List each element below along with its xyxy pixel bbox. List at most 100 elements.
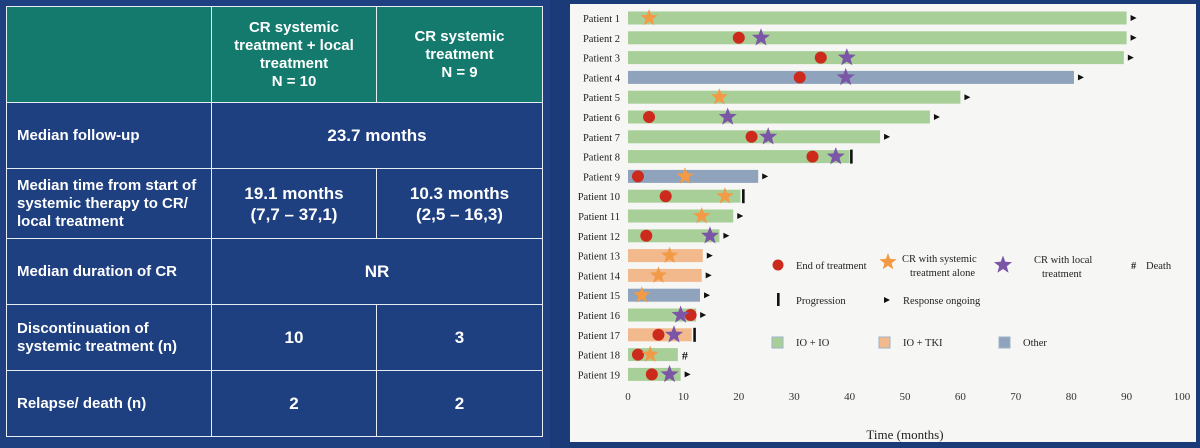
- patient-label: Patient 16: [578, 311, 620, 322]
- table-row: Median duration of CR NR: [6, 238, 543, 305]
- legend-group-label: Other: [1023, 338, 1047, 349]
- value-cell: 2: [211, 370, 377, 437]
- summary-panel: CR systemic treatment + local treatment …: [0, 0, 550, 448]
- cr-systemic-star: [641, 345, 659, 362]
- cr-systemic-star: [710, 88, 728, 105]
- response-ongoing-arrow: [704, 292, 711, 299]
- legend-progression-label: Progression: [796, 296, 846, 307]
- end-of-treatment-marker: [652, 328, 665, 341]
- response-ongoing-arrow: [723, 232, 730, 239]
- value-cell: 2: [376, 370, 543, 437]
- x-axis-label: Time (months): [866, 427, 943, 442]
- legend-group-label: IO + IO: [796, 338, 830, 349]
- row-label: Median duration of CR: [6, 238, 212, 305]
- legend-cr-systemic-label: treatment alone: [910, 268, 975, 279]
- patient-label: Patient 1: [583, 14, 620, 25]
- cr-systemic-star: [640, 9, 658, 26]
- header-line: N = 10: [271, 72, 317, 90]
- merged-value: NR: [211, 238, 543, 305]
- response-ongoing-arrow: [700, 312, 707, 318]
- legend-cr-systemic-star: [879, 253, 897, 270]
- patient-bar: [628, 31, 1127, 45]
- patient-label: Patient 11: [578, 212, 620, 223]
- x-tick-label: 70: [1010, 391, 1022, 403]
- x-tick-label: 20: [733, 391, 745, 403]
- cr-local-star: [664, 325, 683, 343]
- legend-cr-local-star: [994, 255, 1012, 273]
- response-ongoing-arrow: [1077, 74, 1084, 81]
- end-of-treatment-marker: [659, 190, 672, 203]
- patient-bar: [628, 189, 741, 203]
- row-label: Relapse/ death (n): [6, 370, 212, 437]
- patient-label: Patient 3: [583, 54, 620, 65]
- header-line: CR systemic: [414, 27, 505, 45]
- response-ongoing-arrow: [684, 371, 691, 378]
- row-label-line: Median time from start of: [17, 176, 197, 194]
- end-of-treatment-marker: [645, 368, 658, 381]
- x-tick-label: 60: [955, 391, 967, 403]
- response-ongoing-arrow: [884, 133, 891, 140]
- row-label: Median follow-up: [6, 102, 212, 169]
- legend-death-label: Death: [1146, 261, 1172, 272]
- cr-systemic-star: [676, 167, 694, 184]
- cr-systemic-star: [693, 207, 711, 224]
- end-of-treatment-marker: [732, 31, 745, 44]
- table-row: Median follow-up 23.7 months: [6, 102, 543, 169]
- header-line: treatment: [259, 54, 329, 72]
- legend-group-swatch: [878, 336, 891, 349]
- x-tick-label: 40: [844, 391, 856, 403]
- legend-ongoing-label: Response ongoing: [903, 296, 981, 307]
- legend-end-marker: [772, 259, 784, 271]
- cr-local-star: [671, 305, 690, 323]
- end-of-treatment-marker: [684, 309, 697, 321]
- end-of-treatment-marker: [631, 170, 644, 183]
- end-of-treatment-marker: [745, 130, 758, 143]
- death-mark: #: [682, 349, 688, 363]
- patient-label: Patient 8: [583, 153, 620, 164]
- table-row: Median time from start of systemic thera…: [6, 168, 543, 239]
- patient-label: Patient 12: [578, 232, 620, 243]
- patient-label: Patient 18: [578, 351, 620, 362]
- x-tick-label: 10: [678, 391, 690, 403]
- end-of-treatment-marker: [793, 71, 806, 84]
- header-col-systemic-local: CR systemic treatment + local treatment …: [211, 6, 377, 103]
- response-ongoing-arrow: [705, 272, 712, 279]
- table-row: Relapse/ death (n) 2 2: [6, 370, 543, 437]
- patient-bar: [628, 150, 850, 164]
- cr-systemic-star: [716, 187, 734, 204]
- cr-local-star: [660, 364, 679, 383]
- legend-progression-mark: [777, 293, 780, 306]
- patient-label: Patient 5: [583, 93, 620, 104]
- header-col-systemic: CR systemic treatment N = 9: [376, 6, 543, 103]
- summary-table: CR systemic treatment + local treatment …: [6, 6, 543, 437]
- response-ongoing-arrow: [1130, 15, 1137, 21]
- response-ongoing-arrow: [1127, 54, 1134, 61]
- response-ongoing-arrow: [706, 252, 713, 259]
- table-header-row: CR systemic treatment + local treatment …: [6, 6, 543, 103]
- response-ongoing-arrow: [933, 114, 940, 120]
- patient-label: Patient 7: [583, 133, 620, 144]
- row-label-line: systemic treatment (n): [17, 337, 178, 355]
- header-line: treatment + local: [234, 36, 354, 54]
- patient-bar: [628, 209, 734, 223]
- patient-label: Patient 6: [583, 113, 620, 124]
- legend-cr-local-label: treatment: [1042, 269, 1082, 280]
- x-tick-label: 30: [789, 391, 801, 403]
- legend-ongoing-arrow: [884, 297, 890, 303]
- response-ongoing-arrow: [737, 213, 744, 219]
- cr-local-star: [837, 48, 856, 66]
- cr-local-star: [836, 67, 855, 86]
- value-cell: 3: [376, 304, 543, 371]
- cr-systemic-star: [633, 286, 651, 303]
- legend-death-symbol: #: [1131, 261, 1137, 272]
- cr-local-star: [759, 127, 778, 145]
- legend-end-label: End of treatment: [796, 261, 867, 272]
- patient-bar: [628, 288, 701, 302]
- value-line: 10.3 months: [409, 183, 510, 203]
- value-line: (2,5 – 16,3): [416, 204, 503, 224]
- end-of-treatment-marker: [631, 348, 644, 361]
- patient-bar: [628, 90, 961, 104]
- x-tick-label: 100: [1174, 391, 1191, 403]
- legend-group-swatch: [771, 336, 784, 349]
- progression-mark: [693, 327, 696, 342]
